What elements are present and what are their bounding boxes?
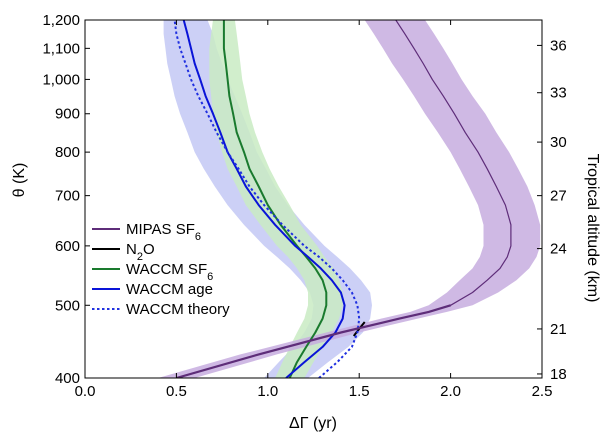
y-tick-label: 600 — [55, 238, 80, 255]
y2-tick-label: 36 — [550, 37, 567, 54]
x-axis-title: ΔΓ (yr) — [289, 415, 337, 432]
y2-tick-label: 30 — [550, 134, 567, 151]
y2-tick-label: 33 — [550, 85, 567, 102]
y2-tick-label: 18 — [550, 366, 567, 383]
waccm-age-line — [182, 20, 346, 378]
y-tick-label: 700 — [55, 188, 80, 205]
y-tick-label: 400 — [55, 370, 80, 387]
mipas-sf6-band — [158, 20, 541, 378]
x-tick-label: 0.5 — [166, 383, 187, 400]
plot-frame — [84, 19, 543, 379]
y-tick-label: 1,200 — [42, 12, 80, 29]
y-tick-label: 1,000 — [42, 71, 80, 88]
legend-label-waccm-age: WACCM age — [126, 281, 213, 298]
series-lines — [173, 20, 512, 378]
y-tick-label: 800 — [55, 144, 80, 161]
mipas-sf6-lower-line — [176, 304, 451, 378]
y2-tick-label: 21 — [550, 321, 567, 338]
x-axis-ticks: 0.0 0.5 1.0 1.5 2.0 2.5 — [75, 20, 553, 400]
x-tick-label: 1.5 — [349, 383, 370, 400]
waccm-sf6-band — [209, 20, 343, 378]
y2-tick-label: 24 — [550, 241, 567, 258]
y-axis-title: θ (K) — [11, 163, 28, 198]
x-tick-label: 1.0 — [257, 383, 278, 400]
uncertainty-bands — [158, 20, 541, 378]
y-axis-ticks: 400 500 600 700 800 900 1,000 1,100 1,200 — [42, 12, 90, 387]
legend-label-n2o: N2O — [126, 241, 155, 263]
secondary-y-axis-ticks: 18 21 24 27 30 33 36 — [537, 37, 567, 383]
x-tick-label: 2.5 — [532, 383, 553, 400]
y-tick-label: 500 — [55, 297, 80, 314]
x-tick-label: 2.0 — [440, 383, 461, 400]
legend-label-waccm-sf6: WACCM SF6 — [126, 261, 213, 283]
y-tick-label: 1,100 — [42, 40, 80, 57]
y2-tick-label: 27 — [550, 188, 567, 205]
waccm-theory-line — [173, 20, 361, 378]
x-tick-label: 0.0 — [75, 383, 96, 400]
legend-label-mipas-sf6: MIPAS SF6 — [126, 221, 201, 243]
y-tick-label: 900 — [55, 106, 80, 123]
legend-label-waccm-theory: WACCM theory — [126, 301, 230, 318]
secondary-y-axis-title: Tropical altitude (km) — [584, 154, 600, 303]
